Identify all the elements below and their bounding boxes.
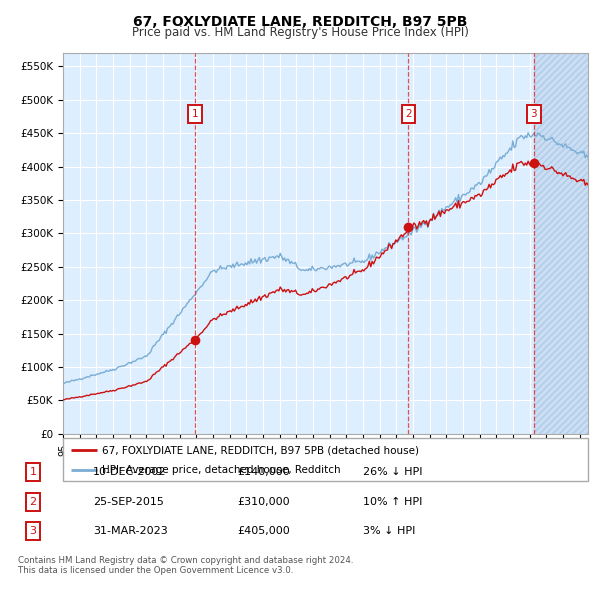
Text: 3% ↓ HPI: 3% ↓ HPI [363,526,415,536]
Text: 67, FOXLYDIATE LANE, REDDITCH, B97 5PB: 67, FOXLYDIATE LANE, REDDITCH, B97 5PB [133,15,467,29]
Text: 1: 1 [29,467,37,477]
Text: 1: 1 [192,109,199,119]
Text: HPI: Average price, detached house, Redditch: HPI: Average price, detached house, Redd… [103,466,341,475]
Text: Price paid vs. HM Land Registry's House Price Index (HPI): Price paid vs. HM Land Registry's House … [131,26,469,39]
Text: £405,000: £405,000 [237,526,290,536]
Text: 10-DEC-2002: 10-DEC-2002 [93,467,167,477]
Text: Contains HM Land Registry data © Crown copyright and database right 2024.
This d: Contains HM Land Registry data © Crown c… [18,556,353,575]
Text: 67, FOXLYDIATE LANE, REDDITCH, B97 5PB (detached house): 67, FOXLYDIATE LANE, REDDITCH, B97 5PB (… [103,445,419,455]
Text: 31-MAR-2023: 31-MAR-2023 [93,526,168,536]
Text: 25-SEP-2015: 25-SEP-2015 [93,497,164,507]
Text: 2: 2 [29,497,37,507]
Text: 10% ↑ HPI: 10% ↑ HPI [363,497,422,507]
Text: 3: 3 [530,109,537,119]
Text: £140,000: £140,000 [237,467,290,477]
Bar [534,53,588,434]
Text: 3: 3 [29,526,37,536]
Text: £310,000: £310,000 [237,497,290,507]
Bar [534,53,588,434]
Text: 26% ↓ HPI: 26% ↓ HPI [363,467,422,477]
Text: 2: 2 [405,109,412,119]
